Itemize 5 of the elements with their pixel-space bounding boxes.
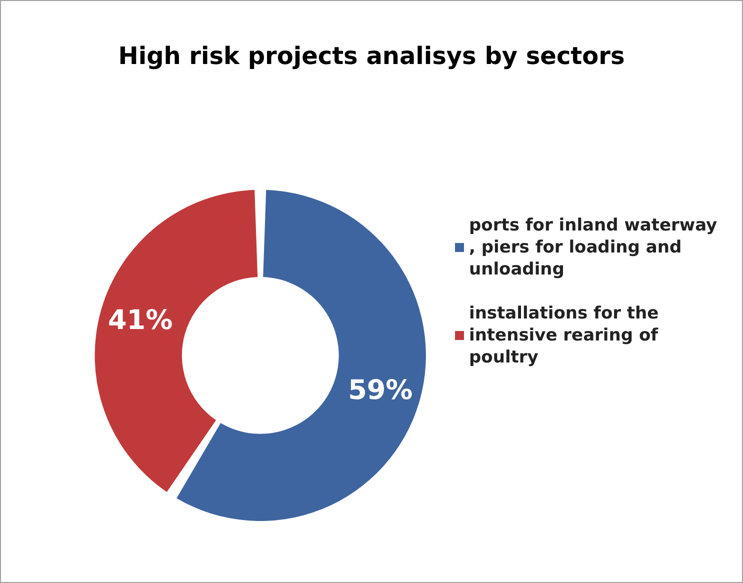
legend-label: installations for the intensive rearing of poultry [469, 304, 665, 368]
data-label: 41% [108, 305, 173, 336]
data-label: 59% [348, 374, 413, 406]
legend-label: ports for inland waterway, piers for loading and unloading [469, 216, 718, 280]
chart-title: High risk projects analisys by sectors [118, 42, 625, 70]
